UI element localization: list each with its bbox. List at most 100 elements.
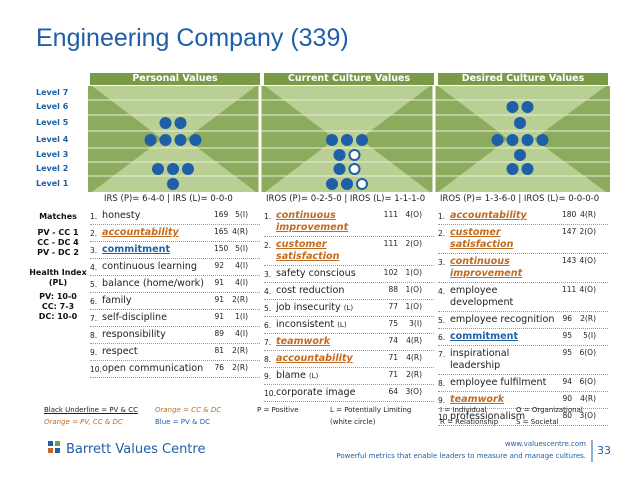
rank: 5. xyxy=(90,280,98,289)
logo-dot xyxy=(55,448,60,453)
value-row: 6. commitment 95 5(I) xyxy=(438,329,608,346)
rank: 8. xyxy=(264,355,272,364)
title: Engineering Company (339) xyxy=(36,24,349,52)
value-name: balance (home/work) xyxy=(102,278,214,290)
value-row: 2. customer satisfaction 111 2(O) xyxy=(264,237,434,266)
matches-title: Matches xyxy=(39,212,77,221)
value-name: accountability xyxy=(102,227,214,239)
url: www.valuescentre.com xyxy=(504,440,586,448)
value-dot xyxy=(159,117,172,129)
level-code: 5(I) xyxy=(235,210,248,219)
votes: 76 xyxy=(214,363,224,372)
value-row: 8. accountability 71 4(R) xyxy=(264,351,434,368)
value-name: teamwork xyxy=(276,336,374,348)
value-text: responsibility xyxy=(102,329,166,340)
level-code: 4(R) xyxy=(580,394,596,403)
index-line: IROS (P)= 0-2-5-0 | IROS (L)= 1-1-1-0 xyxy=(266,194,426,204)
rank: 8. xyxy=(438,379,446,388)
legend-item: P = Positive xyxy=(257,406,299,414)
value-dot xyxy=(167,163,179,175)
value-text: accountability xyxy=(450,210,527,221)
votes: 180 xyxy=(562,210,577,219)
value-dot xyxy=(174,117,187,129)
legend-item: L = Potentially Limiting xyxy=(330,406,412,414)
rank: 7. xyxy=(264,338,272,347)
votes: 81 xyxy=(214,346,224,355)
value-row: 9. respect 81 2(R) xyxy=(90,344,260,361)
value-row: 10. corporate image 64 3(O) xyxy=(264,385,434,402)
value-text: continuous improvement xyxy=(276,210,349,233)
votes: 75 xyxy=(388,319,398,328)
health-index: DC: 10-0 xyxy=(38,312,78,321)
value-text: professionalism xyxy=(450,411,526,422)
rank: 10. xyxy=(438,413,450,422)
tagline: Powerful metrics that enable leaders to … xyxy=(336,452,586,460)
value-name: commitment xyxy=(450,331,562,343)
level-code: 1(O) xyxy=(405,285,422,294)
legend-item: I = Individual xyxy=(440,406,487,414)
value-row: 10. open communication 76 2(R) xyxy=(90,361,260,378)
level-code: 4(I) xyxy=(235,261,248,270)
value-name: commitment xyxy=(102,244,214,256)
rank: 1. xyxy=(90,212,98,221)
rank: 4. xyxy=(90,263,98,272)
value-text: customer satisfaction xyxy=(450,227,514,250)
column-heading: Personal Values xyxy=(90,73,260,85)
rank: 5. xyxy=(264,304,272,313)
rank: 9. xyxy=(438,396,446,405)
value-name: honesty xyxy=(102,210,214,222)
votes: 111 xyxy=(562,285,577,294)
level-code: 4(I) xyxy=(235,329,248,338)
votes: 71 xyxy=(388,370,398,379)
value-row: 4. continuous learning 92 4(I) xyxy=(90,259,260,276)
value-row: 7. inspirational leadership 95 6(O) xyxy=(438,346,608,375)
level-code: 4(R) xyxy=(406,336,422,345)
level-code: 4(R) xyxy=(232,227,248,236)
votes: 96 xyxy=(562,314,572,323)
value-list: 1. honesty 169 5(I) 2. accountability 165 4(R) 3… xyxy=(90,208,260,378)
value-row: 8. responsibility 89 4(I) xyxy=(90,327,260,344)
value-name: corporate image xyxy=(276,387,374,399)
value-text: employee development xyxy=(450,285,514,308)
value-name: employee recognition xyxy=(450,314,562,326)
value-dot xyxy=(174,134,187,146)
value-dot xyxy=(144,134,157,146)
level-code: 2(R) xyxy=(580,314,596,323)
value-dot xyxy=(326,134,338,146)
value-name: respect xyxy=(102,346,214,358)
value-dot xyxy=(521,134,534,146)
votes: 165 xyxy=(214,227,229,236)
value-text: blame xyxy=(276,370,306,381)
value-row: 1. continuous improvement 111 4(O) xyxy=(264,208,434,237)
value-name: cost reduction xyxy=(276,285,374,297)
value-text: balance (home/work) xyxy=(102,278,204,289)
level-label: Level 7 xyxy=(36,88,69,97)
match: PV - DC 2 xyxy=(37,248,79,257)
value-row: 8. employee fulfilment 94 6(O) xyxy=(438,375,608,392)
value-dot xyxy=(333,149,346,161)
rank: 1. xyxy=(438,212,446,221)
value-text: open communication xyxy=(102,363,204,374)
value-dot xyxy=(514,117,526,129)
value-text: customer satisfaction xyxy=(276,239,340,262)
value-name: professionalism xyxy=(450,411,562,423)
votes: 80 xyxy=(562,411,572,420)
value-text: accountability xyxy=(276,353,353,364)
value-name: responsibility xyxy=(102,329,214,341)
value-text: accountability xyxy=(102,227,179,238)
level-code: 6(O) xyxy=(579,377,596,386)
level-code: 5(I) xyxy=(235,244,248,253)
level-label: Level 2 xyxy=(36,164,69,173)
value-dot xyxy=(348,149,361,161)
value-name: self-discipline xyxy=(102,312,214,324)
level-code: 3(O) xyxy=(579,411,596,420)
value-text: continuous learning xyxy=(102,261,197,272)
value-dot xyxy=(514,149,526,161)
value-name: continuous improvement xyxy=(276,210,374,234)
value-text: continuous improvement xyxy=(450,256,523,279)
value-row: 3. continuous improvement 143 4(O) xyxy=(438,254,608,283)
rank: 10. xyxy=(264,389,276,398)
level-code: 2(R) xyxy=(232,295,248,304)
